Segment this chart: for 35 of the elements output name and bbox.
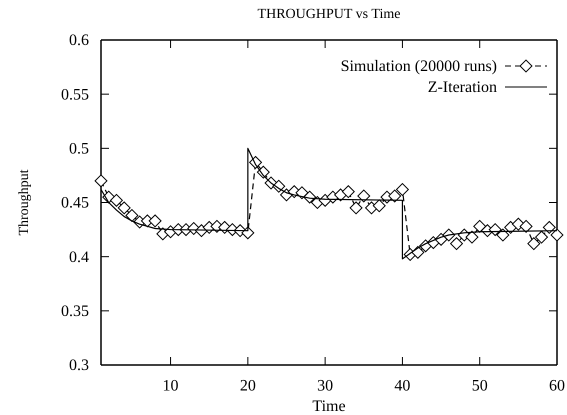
point <box>527 237 540 250</box>
y-tick-label: 0.4 <box>69 248 89 266</box>
point <box>148 214 162 228</box>
point <box>372 199 386 212</box>
y-tick-label: 0.6 <box>69 32 89 50</box>
chart-title: THROUGHPUT vs Time <box>258 7 400 22</box>
x-axis-title: Time <box>312 398 346 415</box>
legend-label: Simulation (20000 runs) <box>340 58 497 75</box>
point <box>496 228 510 242</box>
point <box>342 185 355 198</box>
x-tick-label: 20 <box>240 377 256 394</box>
point <box>126 209 138 222</box>
point <box>450 237 463 250</box>
x-tick-label: 60 <box>549 377 565 394</box>
point <box>520 220 532 233</box>
y-tick-label: 0.5 <box>69 140 89 158</box>
point <box>350 202 362 214</box>
point <box>110 194 123 207</box>
point <box>94 174 108 188</box>
y-tick-label: 0.45 <box>61 194 89 212</box>
point <box>535 230 548 244</box>
y-tick-label: 0.3 <box>69 357 89 374</box>
point <box>118 202 131 214</box>
x-tick-label: 40 <box>394 377 410 394</box>
y-axis-title: Throughput <box>17 169 32 236</box>
x-tick-label: 10 <box>162 377 179 394</box>
point <box>396 183 409 196</box>
x-tick-label: 30 <box>317 377 334 394</box>
y-tick-label: 0.35 <box>61 302 89 320</box>
point <box>388 190 402 202</box>
x-tick-label: 50 <box>472 377 488 394</box>
y-tick-label: 0.55 <box>61 86 89 104</box>
point <box>466 230 478 244</box>
point <box>550 228 564 242</box>
legend-label: Z-Iteration <box>428 79 497 96</box>
